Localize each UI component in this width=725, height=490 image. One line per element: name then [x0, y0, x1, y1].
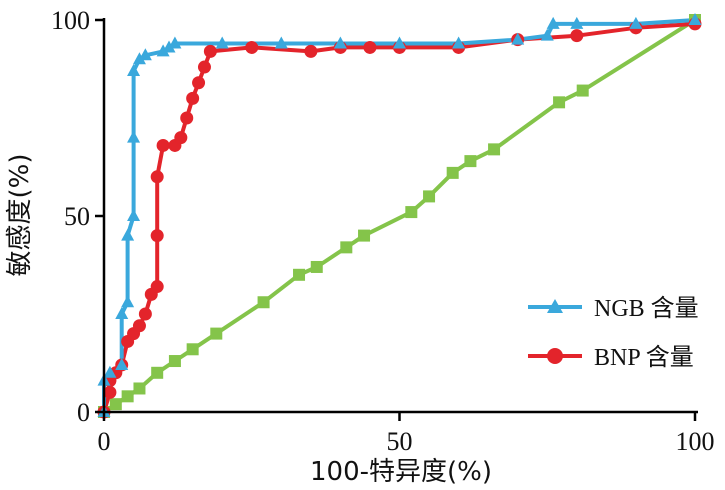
series-0-point-12 — [156, 44, 170, 57]
legend-marker-ngb — [547, 299, 563, 313]
series-0-point-21 — [540, 28, 554, 41]
series-1-point-22 — [304, 44, 318, 58]
series-0-point-16 — [274, 36, 288, 49]
series-markers — [97, 13, 702, 419]
series-2-point-13 — [405, 206, 418, 219]
series-1-point-15 — [174, 131, 188, 145]
series-1-point-7 — [132, 319, 146, 333]
series-1-point-10 — [150, 280, 164, 294]
series-0-point-5 — [121, 295, 135, 308]
series-2-point-11 — [340, 241, 353, 254]
x-tick-label-0: 0 — [98, 427, 111, 456]
series-0-point-3 — [115, 357, 129, 370]
y-axis-title: 敏感度(%) — [5, 154, 35, 277]
series-0-point-15 — [215, 36, 229, 49]
series-2-point-16 — [464, 155, 477, 168]
series-2-point-7 — [210, 327, 223, 340]
series-0-point-23 — [570, 16, 584, 29]
series-0-point-6 — [121, 228, 135, 241]
series-0-point-13 — [162, 40, 176, 53]
series-1-point-24 — [363, 40, 377, 54]
series-1-point-21 — [245, 40, 259, 54]
series-0-point-11 — [138, 48, 152, 61]
series-2-point-8 — [257, 296, 270, 309]
series-1-point-16 — [180, 111, 194, 125]
series-1-point-28 — [570, 29, 584, 43]
series-2-point-4 — [151, 366, 164, 379]
series-0-point-10 — [132, 52, 146, 65]
series-1-point-17 — [186, 91, 200, 105]
series-2-point-1 — [109, 398, 122, 411]
legend-entry-bnp: BNP 含量 — [528, 344, 694, 371]
series-1-point-12 — [150, 170, 164, 184]
series-2-point-6 — [186, 343, 199, 356]
series-0-point-7 — [127, 209, 141, 221]
x-axis-title: 100-特异度(%) — [310, 457, 492, 487]
series-1-point-1 — [103, 385, 117, 399]
series-2-point-5 — [168, 355, 181, 368]
series-0-point-14 — [168, 36, 182, 49]
y-tick-label-2: 100 — [51, 6, 90, 35]
series-0-point-24 — [629, 16, 643, 29]
series-0-point-2 — [103, 365, 117, 378]
series-0-point-19 — [452, 36, 466, 49]
series-0-point-22 — [546, 16, 560, 29]
series-1-point-18 — [192, 76, 206, 90]
series-2-point-14 — [423, 190, 436, 203]
series-0-point-4 — [115, 307, 129, 319]
x-tick-label-2: 100 — [676, 427, 715, 456]
series-2-point-19 — [576, 84, 589, 97]
series-2-point-18 — [553, 96, 566, 109]
legend-entry-ngb: NGB 含量 — [528, 295, 699, 322]
legend-marker-bnp — [547, 348, 563, 364]
series-2-point-10 — [310, 260, 323, 273]
legend: NGB 含量 BNP 含量 — [528, 295, 699, 371]
y-tick-label-1: 50 — [64, 202, 90, 231]
series-2-point-2 — [121, 390, 134, 403]
legend-label-ngb: NGB 含量 — [594, 295, 699, 322]
series-2-point-17 — [488, 143, 501, 156]
series-1-point-8 — [138, 307, 152, 321]
series-2-point-15 — [446, 166, 459, 179]
axis-ticks: 0 50 100 0 50 100 — [51, 6, 715, 456]
series-2-point-3 — [133, 382, 146, 395]
series-0-point-9 — [127, 63, 141, 76]
series-2-point-12 — [358, 229, 371, 242]
series-0-point-25 — [688, 13, 702, 25]
y-tick-label-0: 0 — [77, 398, 90, 427]
series-0-point-17 — [333, 36, 347, 49]
series-1-point-19 — [197, 60, 211, 74]
series-1-point-11 — [150, 229, 164, 243]
legend-label-bnp: BNP 含量 — [594, 344, 694, 371]
series-2-point-9 — [293, 268, 306, 281]
x-tick-label-1: 50 — [387, 427, 413, 456]
series-1-point-13 — [156, 138, 170, 152]
series-1-point-20 — [203, 44, 217, 58]
series-0-point-8 — [127, 130, 141, 143]
series-0-point-18 — [393, 36, 406, 49]
series-0-point-20 — [511, 32, 525, 45]
